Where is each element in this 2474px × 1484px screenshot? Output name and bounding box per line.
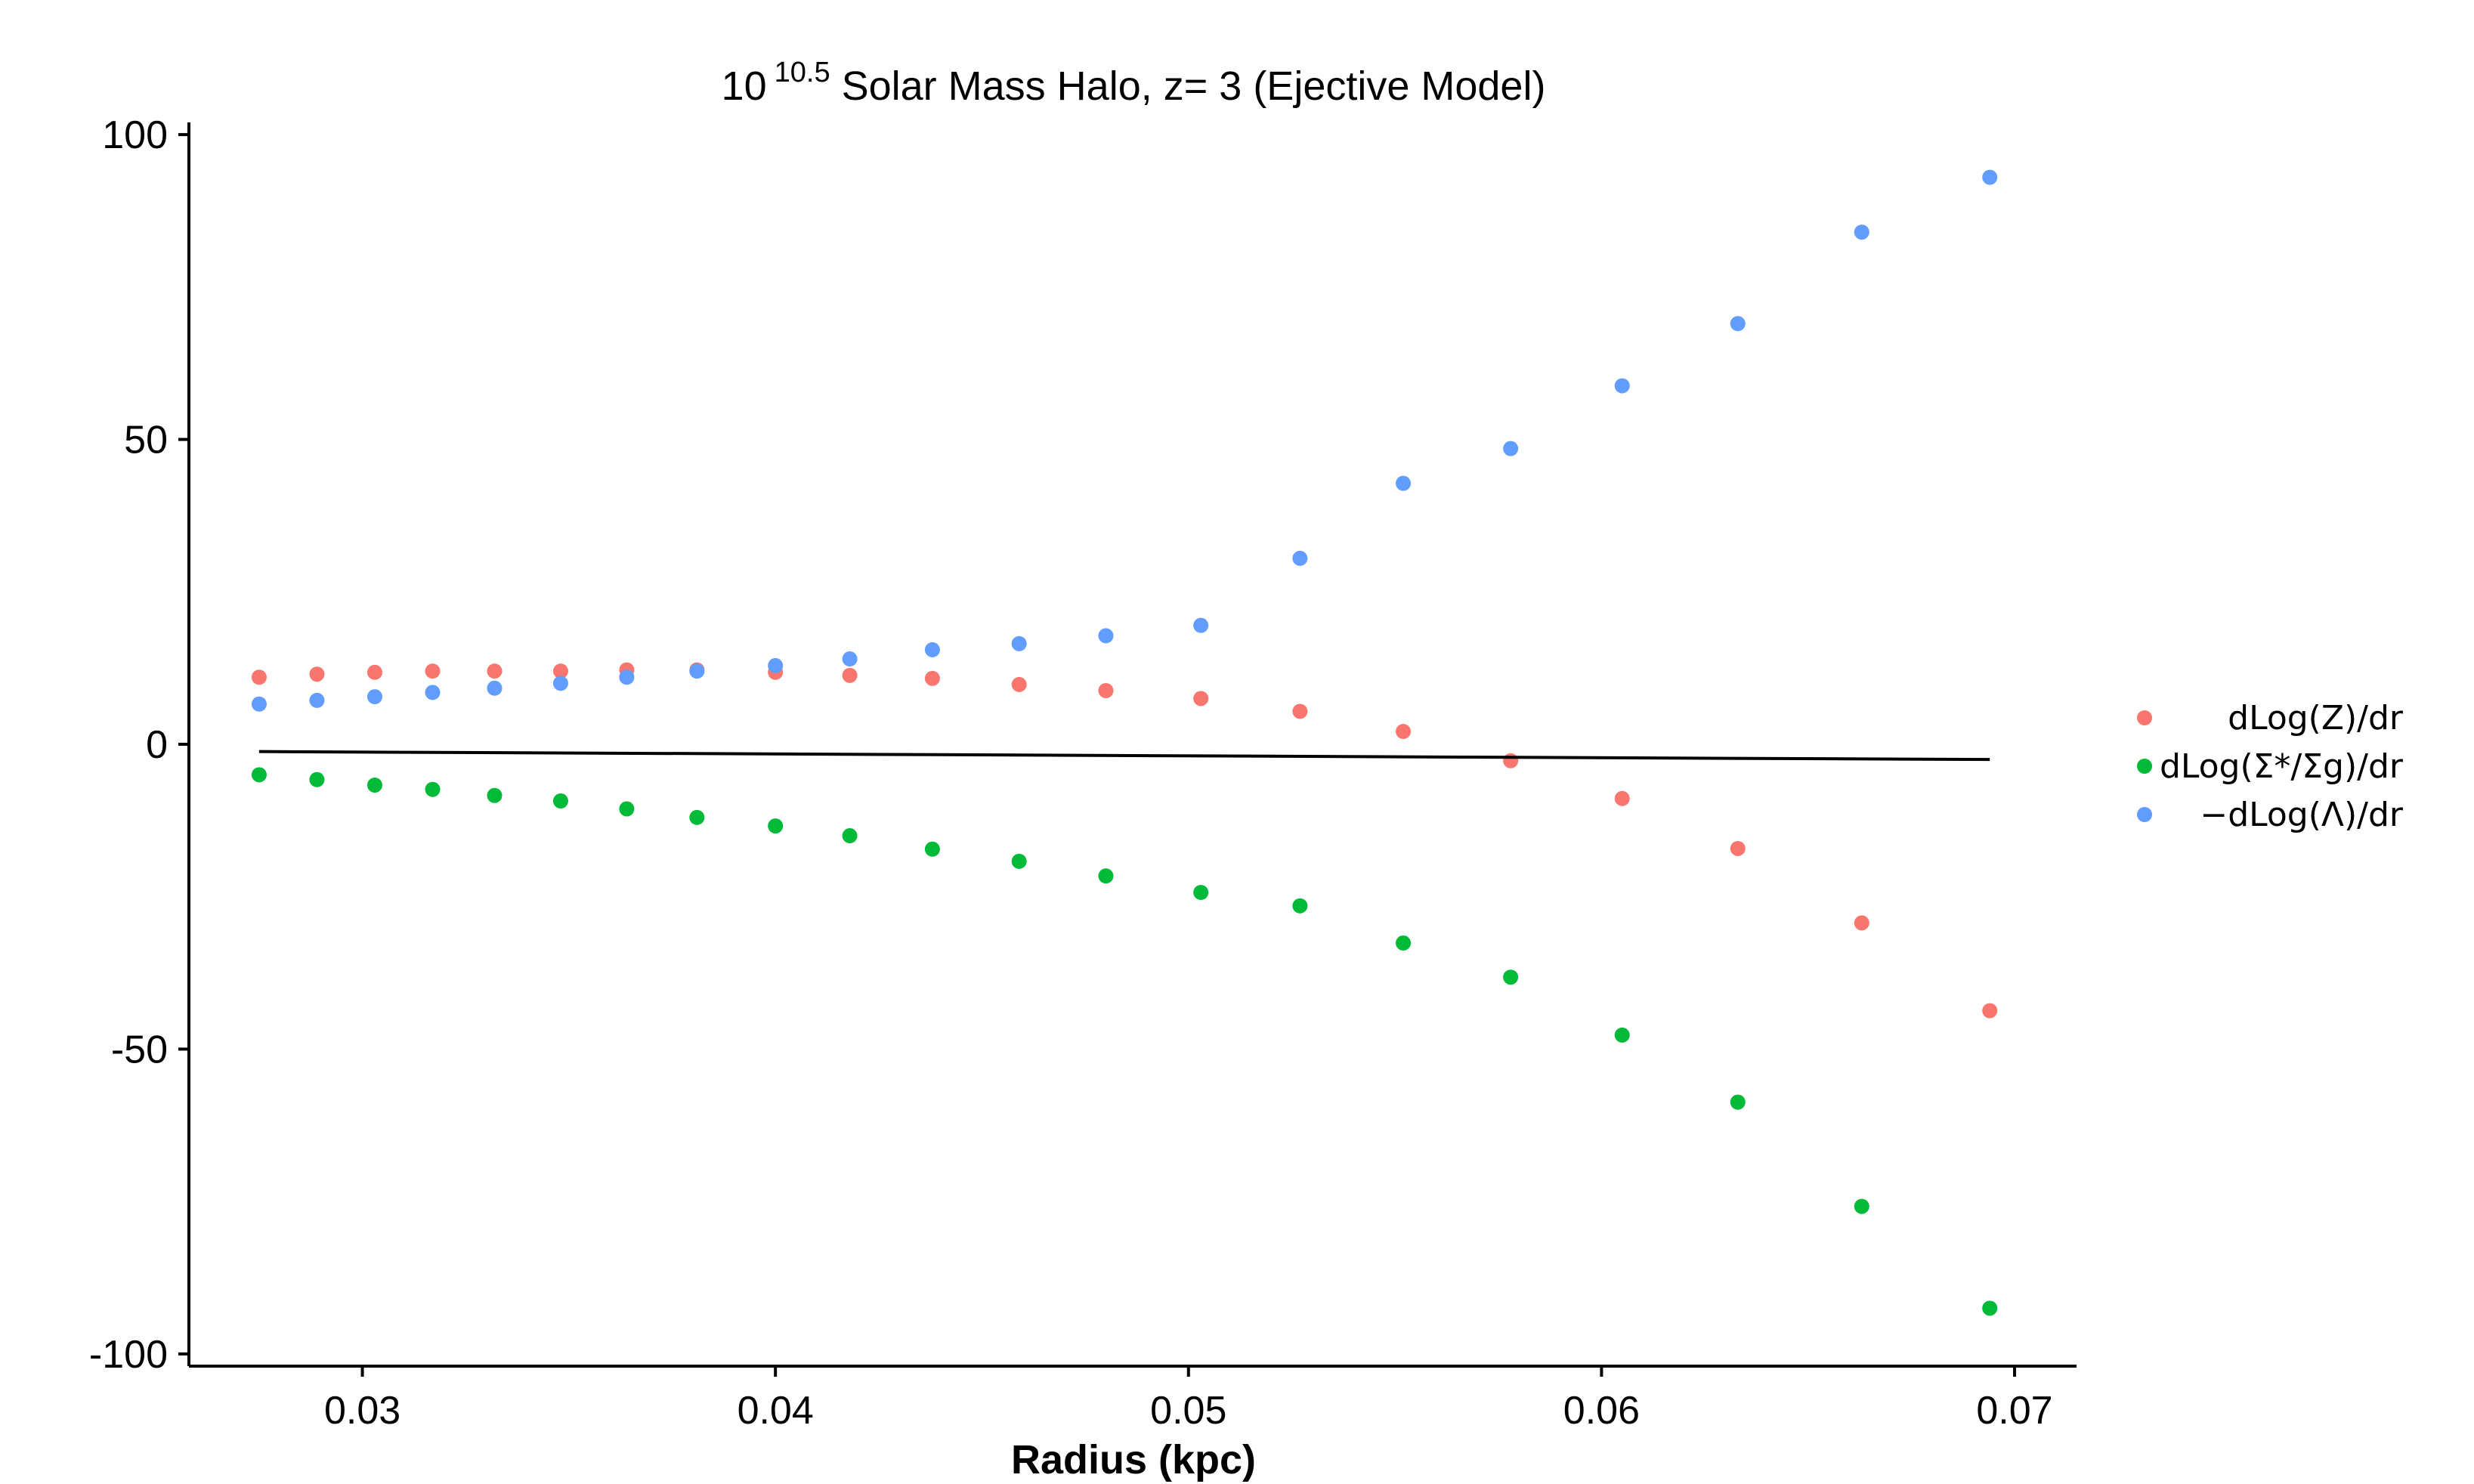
x-axis-title: Radius (kpc)	[1011, 1437, 1256, 1482]
y-tick-label: 100	[102, 113, 168, 157]
legend-key	[2137, 759, 2152, 774]
legend-key	[2137, 710, 2152, 725]
data-point	[1982, 1003, 1998, 1019]
data-point	[1396, 935, 1412, 951]
data-point	[1396, 475, 1412, 491]
data-point	[689, 809, 705, 825]
y-ticks: 100 50 0 -50 -100	[89, 113, 189, 1377]
data-point	[425, 685, 441, 700]
data-point	[1011, 676, 1027, 692]
data-point	[1011, 635, 1027, 651]
data-point	[309, 771, 325, 787]
legend: dLog(Z)/dr dLog(Σ*/Σg)/dr −dLog(Λ)/dr	[2137, 699, 2404, 834]
data-point	[1396, 724, 1412, 740]
chart-title: 10 10.5 Solar Mass Halo, z= 3 (Ejective M…	[722, 57, 1546, 109]
data-point	[1193, 885, 1209, 901]
data-point	[1193, 691, 1209, 706]
data-point	[425, 781, 441, 797]
data-point	[1614, 378, 1630, 394]
series-1	[251, 767, 1998, 1316]
data-point	[487, 663, 503, 679]
data-point	[768, 818, 784, 834]
data-point	[768, 657, 784, 673]
data-point	[552, 676, 568, 691]
data-point	[1854, 915, 1869, 931]
y-tick-label: 0	[146, 723, 168, 767]
data-point	[1730, 840, 1746, 856]
legend-key	[2137, 807, 2152, 822]
reference-line	[258, 750, 1990, 762]
x-ticks: 0.03 0.04 0.05 0.06 0.07	[324, 1366, 2053, 1433]
x-tick-label: 0.04	[738, 1389, 814, 1433]
data-point	[1854, 224, 1869, 240]
data-point	[619, 801, 635, 817]
data-point	[689, 663, 705, 679]
data-point	[1854, 1198, 1869, 1214]
data-point	[1292, 898, 1308, 914]
data-point	[924, 642, 940, 657]
series-0	[251, 662, 1998, 1019]
x-tick-label: 0.07	[1976, 1389, 2052, 1433]
data-point	[924, 670, 940, 686]
legend-label: dLog(Z)/dr	[2228, 699, 2404, 737]
data-point	[366, 664, 382, 680]
data-point	[309, 692, 325, 708]
x-tick-label: 0.06	[1563, 1389, 1640, 1433]
data-point	[487, 680, 503, 696]
data-point	[1503, 969, 1519, 985]
data-point	[366, 778, 382, 793]
y-tick-label: -50	[111, 1028, 168, 1071]
data-point	[1193, 617, 1209, 633]
data-point	[1730, 1094, 1746, 1110]
chart-title-rest: Solar Mass Halo, z= 3 (Ejective Model)	[830, 63, 1546, 109]
data-point	[1503, 753, 1519, 768]
data-point	[251, 669, 267, 685]
data-point	[1730, 316, 1746, 332]
data-point	[1011, 853, 1027, 869]
data-point	[842, 828, 858, 844]
y-tick-label: 50	[124, 419, 168, 462]
data-point	[1098, 628, 1114, 644]
data-point	[1098, 682, 1114, 698]
data-point	[251, 696, 267, 712]
data-point	[425, 663, 441, 679]
data-point	[552, 663, 568, 679]
data-point	[842, 667, 858, 683]
data-point	[1098, 868, 1114, 884]
data-point	[619, 669, 635, 685]
data-point	[1982, 1300, 1998, 1316]
data-point	[1982, 169, 1998, 185]
data-point	[309, 666, 325, 682]
x-tick-label: 0.03	[324, 1389, 400, 1433]
series-layer	[251, 169, 1998, 1316]
y-tick-label: -100	[89, 1333, 168, 1377]
series-2	[251, 169, 1998, 712]
data-point	[1503, 441, 1519, 456]
chart-title-exponent: 10.5	[775, 57, 830, 88]
data-point	[487, 787, 503, 803]
chart-title-base: 10	[722, 63, 767, 109]
legend-label: dLog(Σ*/Σg)/dr	[2160, 747, 2404, 786]
data-point	[1292, 703, 1308, 719]
data-point	[251, 767, 267, 783]
data-point	[366, 689, 382, 705]
data-point	[552, 793, 568, 809]
data-point	[842, 651, 858, 667]
data-point	[924, 841, 940, 857]
x-tick-label: 0.05	[1150, 1389, 1226, 1433]
data-point	[1614, 1027, 1630, 1043]
data-point	[1292, 550, 1308, 566]
data-point	[1614, 790, 1630, 806]
legend-label: −dLog(Λ)/dr	[2200, 796, 2404, 834]
